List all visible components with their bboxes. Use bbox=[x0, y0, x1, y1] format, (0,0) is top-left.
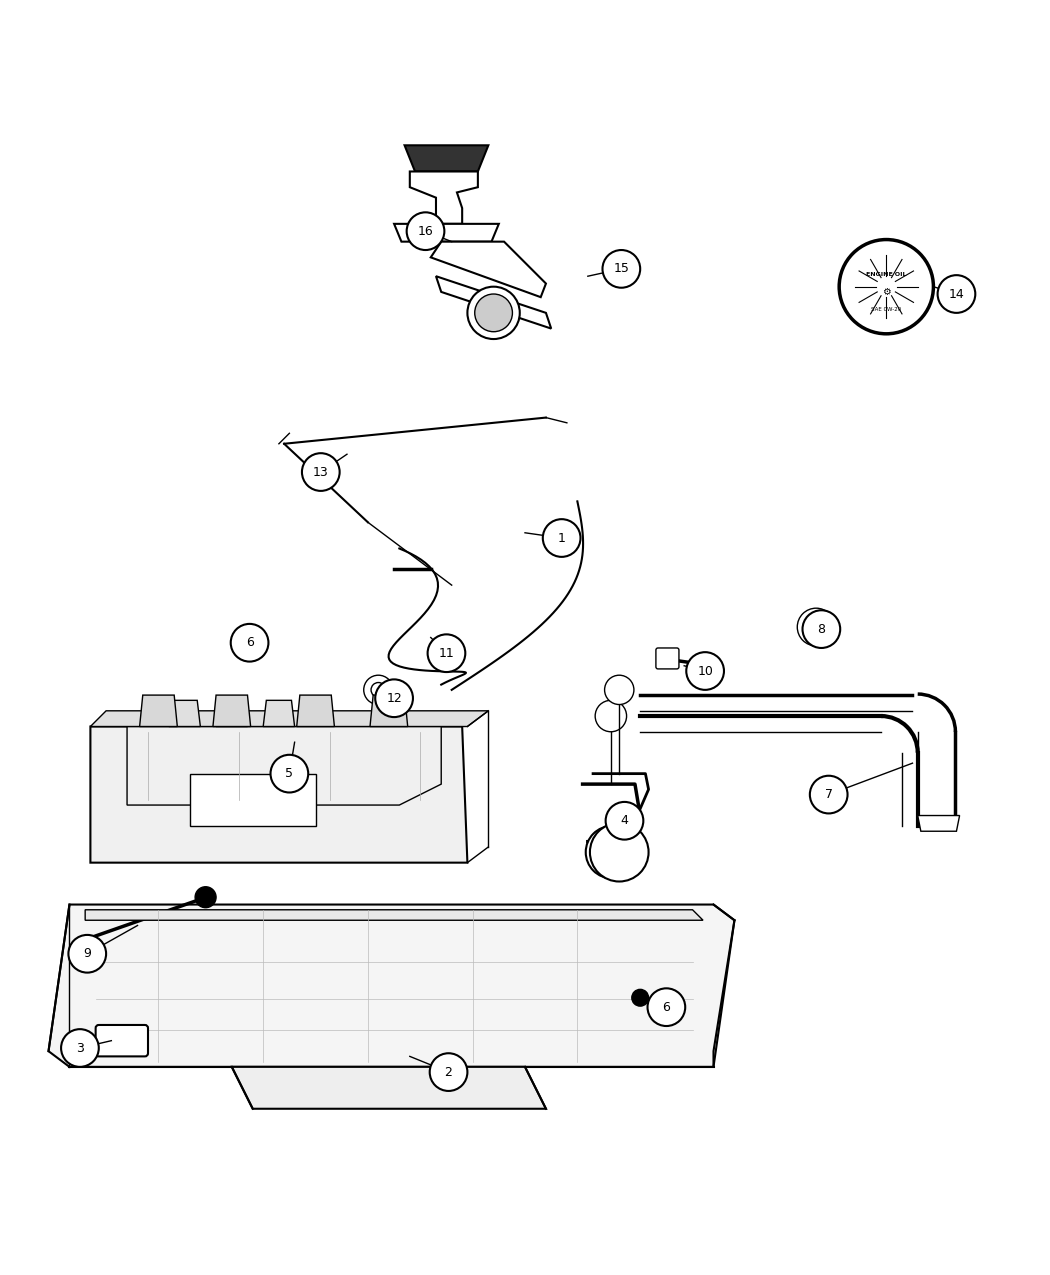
Circle shape bbox=[475, 295, 512, 332]
Text: ENGINE OIL: ENGINE OIL bbox=[866, 272, 906, 277]
Circle shape bbox=[648, 988, 686, 1026]
Circle shape bbox=[363, 676, 393, 705]
Polygon shape bbox=[394, 224, 499, 242]
Polygon shape bbox=[169, 700, 201, 727]
Text: 6: 6 bbox=[246, 636, 253, 649]
Text: 7: 7 bbox=[824, 788, 833, 801]
Polygon shape bbox=[140, 695, 177, 727]
Circle shape bbox=[231, 623, 269, 662]
Polygon shape bbox=[48, 904, 734, 1067]
Circle shape bbox=[605, 676, 634, 705]
Polygon shape bbox=[410, 171, 478, 224]
Circle shape bbox=[586, 826, 638, 878]
Text: 4: 4 bbox=[621, 815, 628, 827]
Text: 2: 2 bbox=[444, 1066, 453, 1079]
Polygon shape bbox=[232, 1067, 546, 1109]
FancyBboxPatch shape bbox=[96, 1025, 148, 1057]
Polygon shape bbox=[404, 145, 488, 171]
Circle shape bbox=[839, 240, 933, 334]
Polygon shape bbox=[190, 774, 316, 826]
Text: SAE 0W-20: SAE 0W-20 bbox=[872, 307, 901, 312]
Circle shape bbox=[590, 822, 649, 881]
Polygon shape bbox=[297, 695, 334, 727]
Polygon shape bbox=[430, 242, 546, 297]
Polygon shape bbox=[264, 700, 295, 727]
Circle shape bbox=[543, 519, 581, 557]
Circle shape bbox=[195, 886, 216, 908]
Text: 9: 9 bbox=[83, 947, 91, 960]
Circle shape bbox=[427, 635, 465, 672]
Text: 8: 8 bbox=[817, 622, 825, 636]
FancyBboxPatch shape bbox=[656, 648, 679, 669]
Text: 15: 15 bbox=[613, 263, 629, 275]
Text: 5: 5 bbox=[286, 768, 293, 780]
Text: 14: 14 bbox=[948, 287, 964, 301]
Circle shape bbox=[371, 682, 385, 697]
Circle shape bbox=[687, 652, 723, 690]
Circle shape bbox=[938, 275, 975, 312]
Polygon shape bbox=[85, 910, 704, 921]
Text: 10: 10 bbox=[697, 664, 713, 677]
Circle shape bbox=[632, 989, 649, 1006]
Text: 1: 1 bbox=[558, 532, 566, 544]
Circle shape bbox=[61, 1029, 99, 1067]
Text: 13: 13 bbox=[313, 465, 329, 478]
Circle shape bbox=[467, 287, 520, 339]
Text: 6: 6 bbox=[663, 1001, 670, 1014]
Circle shape bbox=[68, 935, 106, 973]
Text: ⚙: ⚙ bbox=[882, 287, 890, 297]
Polygon shape bbox=[436, 277, 551, 329]
Circle shape bbox=[603, 250, 640, 288]
Polygon shape bbox=[918, 816, 960, 831]
Circle shape bbox=[810, 775, 847, 813]
Circle shape bbox=[271, 755, 309, 793]
Polygon shape bbox=[370, 695, 407, 727]
Circle shape bbox=[806, 617, 825, 636]
Polygon shape bbox=[90, 710, 488, 727]
Circle shape bbox=[406, 213, 444, 250]
Circle shape bbox=[802, 611, 840, 648]
Polygon shape bbox=[127, 727, 441, 805]
Text: 12: 12 bbox=[386, 692, 402, 705]
Text: 3: 3 bbox=[76, 1042, 84, 1054]
Polygon shape bbox=[90, 727, 467, 863]
Circle shape bbox=[234, 626, 261, 653]
Circle shape bbox=[606, 802, 644, 840]
Circle shape bbox=[797, 608, 835, 646]
Circle shape bbox=[302, 453, 339, 491]
Polygon shape bbox=[213, 695, 251, 727]
Text: 11: 11 bbox=[439, 646, 455, 659]
Circle shape bbox=[375, 680, 413, 717]
Circle shape bbox=[429, 1053, 467, 1091]
Polygon shape bbox=[216, 700, 248, 727]
Text: 16: 16 bbox=[418, 224, 434, 237]
Circle shape bbox=[595, 700, 627, 732]
